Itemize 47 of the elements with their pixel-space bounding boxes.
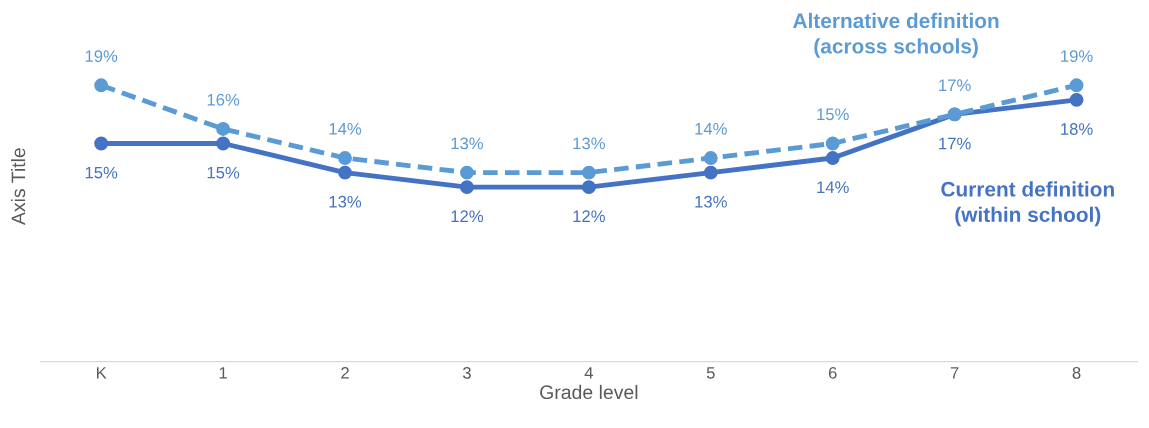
point xyxy=(459,180,474,195)
data-label: 12% xyxy=(573,210,605,223)
point xyxy=(581,165,596,180)
data-label: 13% xyxy=(695,195,727,208)
data-label: 13% xyxy=(573,137,605,150)
x-tick-label: 7 xyxy=(950,367,959,379)
data-label: 15% xyxy=(817,108,849,121)
data-label: 14% xyxy=(329,123,362,135)
point xyxy=(459,165,474,180)
text: Current definition (within school) xyxy=(941,181,1114,227)
data-label: 16% xyxy=(207,93,240,106)
point xyxy=(216,136,231,151)
x-tick-label: 5 xyxy=(706,367,715,379)
x-tick-label: 2 xyxy=(341,366,349,379)
point xyxy=(703,151,718,165)
x-tick-label: 8 xyxy=(1072,366,1081,379)
point xyxy=(338,151,352,165)
data-label: 15% xyxy=(85,166,118,179)
data-label: 19% xyxy=(85,50,118,63)
data-label: 14% xyxy=(817,181,849,193)
data-label: 17% xyxy=(939,137,971,150)
point xyxy=(1069,92,1084,107)
x-tick-label: 4 xyxy=(584,367,594,379)
data-label: 13% xyxy=(329,195,362,208)
data-label: 14% xyxy=(695,123,727,135)
data-label: 17% xyxy=(939,79,971,92)
data-label: 12% xyxy=(451,210,484,223)
data-label: 19% xyxy=(1061,50,1093,63)
data-label: 13% xyxy=(451,137,484,150)
point xyxy=(94,136,109,151)
x-tick-label: 6 xyxy=(828,366,837,379)
y-axis-title: Axis Title xyxy=(10,148,26,226)
point xyxy=(581,180,596,195)
point xyxy=(216,122,231,136)
point xyxy=(94,78,109,93)
point xyxy=(825,136,840,151)
x-tick-label: 3 xyxy=(462,366,471,379)
text: Alternative definition (across schools) xyxy=(793,12,999,58)
point xyxy=(825,151,840,165)
x-tick-label: K xyxy=(96,367,107,379)
point xyxy=(703,165,718,180)
x-axis-title: Grade level xyxy=(540,384,638,400)
data-label: 15% xyxy=(207,166,240,179)
x-tick-label: 1 xyxy=(219,367,227,379)
point xyxy=(338,165,352,180)
point xyxy=(1069,78,1084,93)
data-label: 18% xyxy=(1061,123,1093,135)
